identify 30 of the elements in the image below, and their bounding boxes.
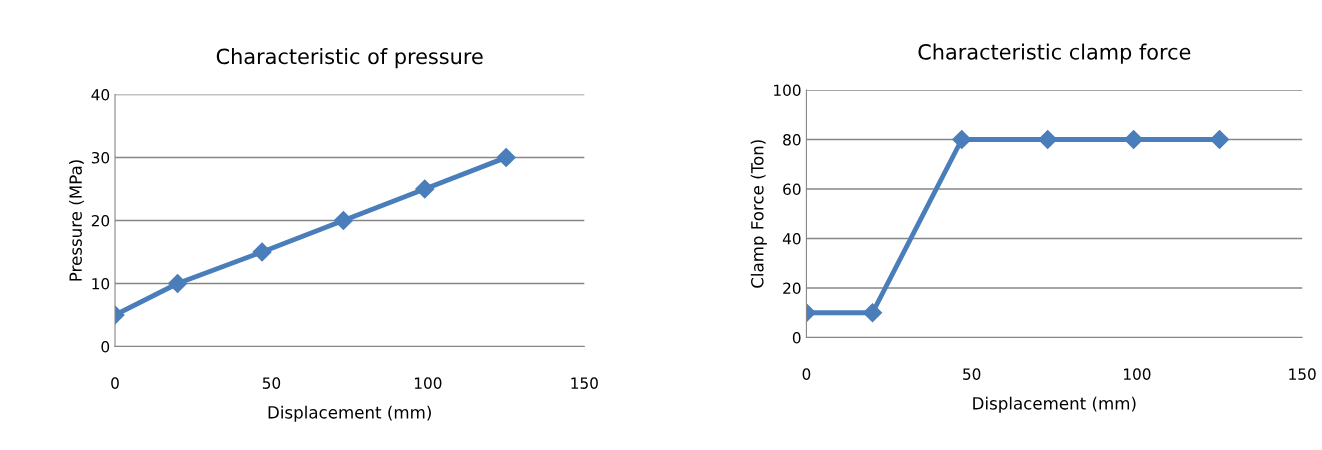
- y-tick-label: 100: [774, 84, 801, 97]
- chart-title: Characteristic of pressure: [216, 48, 483, 69]
- y-axis-title: Pressure (MPa): [69, 160, 84, 281]
- y-tick-label: 20: [783, 282, 801, 295]
- y-tick-label: 60: [783, 183, 801, 196]
- x-tick-label: 0: [111, 377, 119, 389]
- chart-title: Characteristic clamp force: [918, 43, 1191, 64]
- x-tick-label: 100: [1124, 368, 1151, 380]
- y-tick-label: 40: [91, 88, 110, 101]
- y-tick-label: 30: [91, 151, 110, 164]
- x-tick-label: 50: [262, 377, 281, 389]
- y-axis-title: Clamp Force (Ton): [750, 140, 767, 288]
- y-tick-label: 20: [91, 214, 110, 227]
- x-axis-title: Displacement (mm): [973, 396, 1136, 413]
- point: [333, 210, 353, 231]
- x-tick-label: 150: [571, 377, 598, 389]
- y-tick-label: 0: [101, 340, 110, 353]
- y-tick-label: 10: [92, 277, 110, 290]
- x-tick-label: 0: [802, 368, 811, 380]
- point: [496, 147, 516, 168]
- y-tick-label: 80: [783, 133, 801, 146]
- x-tick-label: 100: [414, 377, 442, 389]
- x-axis-title: Displacement (mm): [268, 405, 431, 422]
- x-tick-label: 50: [963, 368, 981, 380]
- x-tick-label: 150: [1289, 368, 1316, 380]
- point: [168, 273, 188, 294]
- point: [252, 242, 272, 262]
- y-tick-label: 0: [792, 331, 801, 344]
- y-tick-label: 40: [782, 232, 801, 245]
- point: [415, 179, 435, 199]
